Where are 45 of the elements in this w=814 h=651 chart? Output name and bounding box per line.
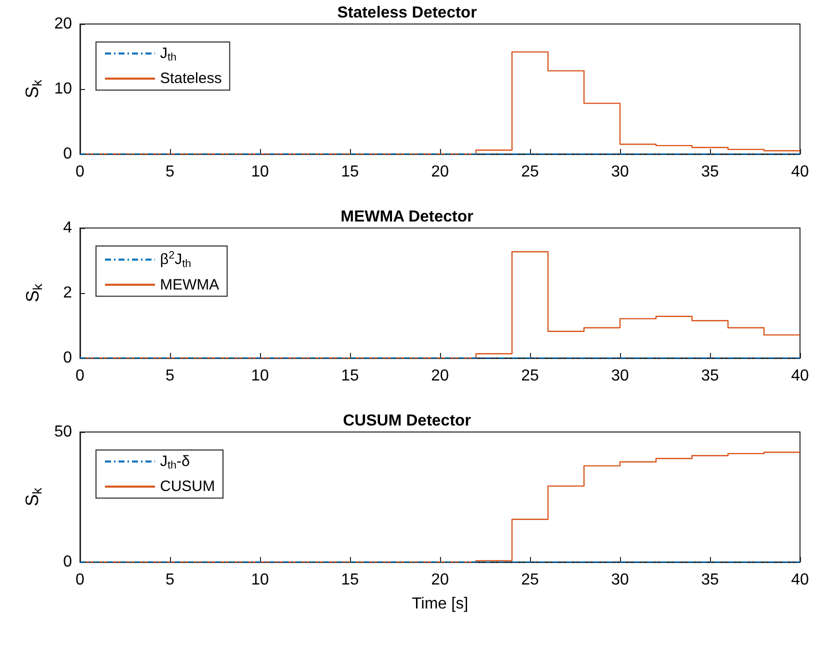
x-tick-label: 0 <box>76 164 85 180</box>
chart-title: CUSUM Detector <box>342 412 472 430</box>
x-axis-title: Time [s] <box>412 596 468 612</box>
x-tick-label: 40 <box>791 572 809 588</box>
legend-label: CUSUM <box>160 478 215 496</box>
x-tick-label: 5 <box>166 164 175 180</box>
x-tick-label: 25 <box>521 368 539 384</box>
x-tick-label: 30 <box>611 164 629 180</box>
x-tick-label: 35 <box>701 572 719 588</box>
x-tick-label: 15 <box>341 368 359 384</box>
y-tick-label: 0 <box>63 350 72 366</box>
x-tick-label: 20 <box>431 368 449 384</box>
x-tick-label: 20 <box>431 164 449 180</box>
x-tick-label: 5 <box>166 368 175 384</box>
x-tick-label: 25 <box>521 164 539 180</box>
x-tick-label: 20 <box>431 572 449 588</box>
x-tick-label: 10 <box>251 164 269 180</box>
x-tick-label: 10 <box>251 368 269 384</box>
y-tick-label: 50 <box>54 424 72 440</box>
chart-title: Stateless Detector <box>337 4 477 22</box>
x-tick-label: 30 <box>611 572 629 588</box>
x-tick-label: 25 <box>521 572 539 588</box>
x-tick-label: 0 <box>76 572 85 588</box>
x-tick-label: 0 <box>76 368 85 384</box>
x-tick-label: 15 <box>341 572 359 588</box>
legend-label: Stateless <box>160 70 222 88</box>
x-tick-label: 10 <box>251 572 269 588</box>
y-tick-label: 0 <box>63 554 72 570</box>
x-tick-label: 30 <box>611 368 629 384</box>
y-tick-label: 2 <box>63 284 72 302</box>
legend-label: MEWMA <box>160 276 220 294</box>
y-axis-title: Sk <box>22 487 44 506</box>
y-tick-label: 20 <box>54 16 72 32</box>
x-tick-label: 15 <box>341 164 359 180</box>
x-tick-label: 35 <box>701 368 719 384</box>
x-tick-label: 40 <box>791 164 809 180</box>
y-axis-title: Sk <box>22 79 44 98</box>
y-tick-label: 4 <box>63 220 72 236</box>
x-tick-label: 35 <box>701 164 719 180</box>
y-tick-label: 0 <box>63 146 72 162</box>
y-tick-label: 10 <box>54 80 72 98</box>
chart-title: MEWMA Detector <box>340 208 474 226</box>
x-tick-label: 40 <box>791 368 809 384</box>
y-axis-title: Sk <box>22 283 45 302</box>
x-tick-label: 5 <box>166 572 175 588</box>
